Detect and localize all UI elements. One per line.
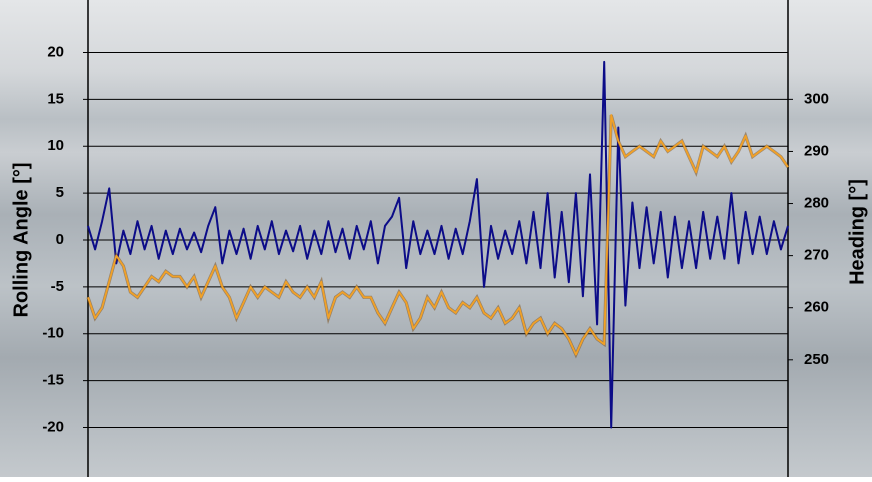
y2-axis-title: Heading [°] [846,179,868,285]
y-tick-label: 5 [56,184,64,201]
y-tick-label: 20 [47,43,64,60]
y-axis-title: Rolling Angle [°] [10,162,32,317]
y-tick-label: -20 [42,418,64,435]
y2-tick-label: 280 [804,195,829,212]
page: Rolling Angle [°] Heading [°] -20 -15 -10 -… [0,0,872,477]
y2-tick-label: 260 [804,299,829,316]
y-tick-label: 10 [47,137,64,154]
y-tick-label: -15 [42,372,64,389]
y2-tick-label: 290 [804,142,829,159]
y-tick-label: 15 [47,90,64,107]
y-tick-label: 0 [56,231,64,248]
y2-tick-label: 270 [804,247,829,264]
y-tick-label: -5 [51,278,64,295]
series-line [88,62,788,428]
y2-tick-label: 250 [804,351,829,368]
chart: Rolling Angle [°] Heading [°] -20 -15 -10 -… [0,0,872,477]
y2-tick-label: 300 [804,90,829,107]
y-tick-label: -10 [42,325,64,342]
